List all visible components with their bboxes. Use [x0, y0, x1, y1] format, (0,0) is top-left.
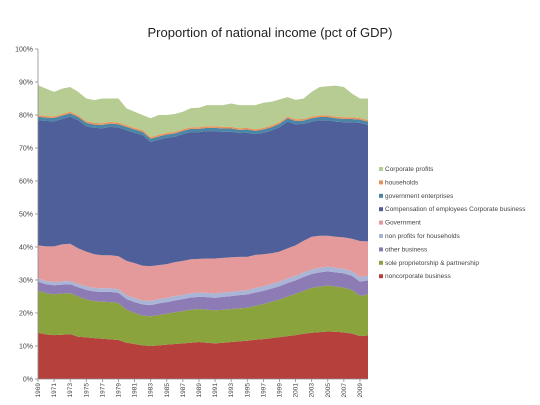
x-tick-label: 1991	[212, 383, 219, 398]
legend-swatch	[379, 167, 383, 171]
legend-label: government enterprises	[385, 193, 454, 200]
axes: 0% 10% 20% 30% 40% 50% 60% 70% 80% 90% 100% 1969 197…	[15, 47, 368, 398]
x-tick-label: 2005	[325, 383, 332, 398]
legend-label: other business	[385, 246, 428, 253]
legend-label: Compensation of employees Corporate busi…	[385, 206, 526, 213]
legend-swatch	[379, 234, 383, 238]
x-tick-label: 1985	[164, 383, 171, 398]
legend-swatch	[379, 274, 383, 279]
y-tick-label: 60%	[19, 179, 33, 186]
x-tick-label: 2001	[293, 383, 300, 398]
legend-label: sole proprietorship & partnership	[385, 260, 479, 267]
legend-label: noncorporate business	[385, 273, 452, 280]
legend-swatch	[379, 180, 383, 185]
legend-swatch	[379, 207, 383, 212]
x-tick-label: 1987	[180, 383, 187, 398]
y-tick-label: 0%	[23, 377, 33, 384]
legend: Corporate profits households government en…	[379, 166, 526, 280]
area-series-8	[38, 85, 368, 138]
legend-swatch	[379, 260, 383, 265]
x-tick-label: 1997	[260, 383, 267, 398]
area-series-5	[38, 116, 368, 267]
area-series-4	[38, 235, 368, 301]
legend-label: Government	[385, 220, 421, 227]
x-tick-label: 1993	[228, 383, 235, 398]
x-tick-label: 1989	[196, 383, 203, 398]
legend-swatch	[379, 247, 383, 252]
chart-title: Proportion of national income (pct of GD…	[147, 25, 393, 40]
legend-label: households	[385, 179, 419, 186]
y-tick-label: 10%	[19, 344, 33, 351]
y-tick-label: 70%	[19, 146, 33, 153]
area-series-6	[38, 113, 368, 143]
y-tick-label: 40%	[19, 245, 33, 252]
area-series-0	[38, 331, 368, 379]
x-tick-label: 2007	[341, 383, 348, 398]
y-tick-label: 80%	[19, 113, 33, 120]
x-tick-label: 1969	[35, 383, 42, 398]
x-tick-label: 1971	[51, 383, 58, 398]
area-series-1	[38, 285, 368, 346]
legend-label: Corporate profits	[385, 166, 434, 173]
x-tick-label: 1975	[83, 383, 90, 398]
y-tick-label: 90%	[19, 80, 33, 87]
x-tick-label: 1981	[132, 383, 139, 398]
x-tick-label: 1995	[244, 383, 251, 398]
y-tick-label: 20%	[19, 311, 33, 318]
x-tick-label: 1977	[99, 383, 106, 398]
area-series-2	[38, 271, 368, 317]
x-tick-label: 2009	[357, 383, 364, 398]
x-tick-label: 1983	[148, 383, 155, 398]
x-tick-label: 1973	[67, 383, 74, 398]
area-series-3	[38, 266, 368, 306]
legend-swatch	[379, 193, 383, 198]
legend-label: non profits for households	[385, 233, 461, 240]
x-tick-label: 1999	[276, 383, 283, 398]
y-tick-label: 100%	[15, 47, 33, 54]
x-tick-label: 2003	[309, 383, 316, 398]
stacked-areas	[38, 85, 368, 379]
y-tick-label: 50%	[19, 212, 33, 219]
y-tick-label: 30%	[19, 278, 33, 285]
x-tick-label: 1979	[115, 383, 122, 398]
legend-swatch	[379, 220, 383, 225]
area-series-7	[38, 111, 368, 139]
